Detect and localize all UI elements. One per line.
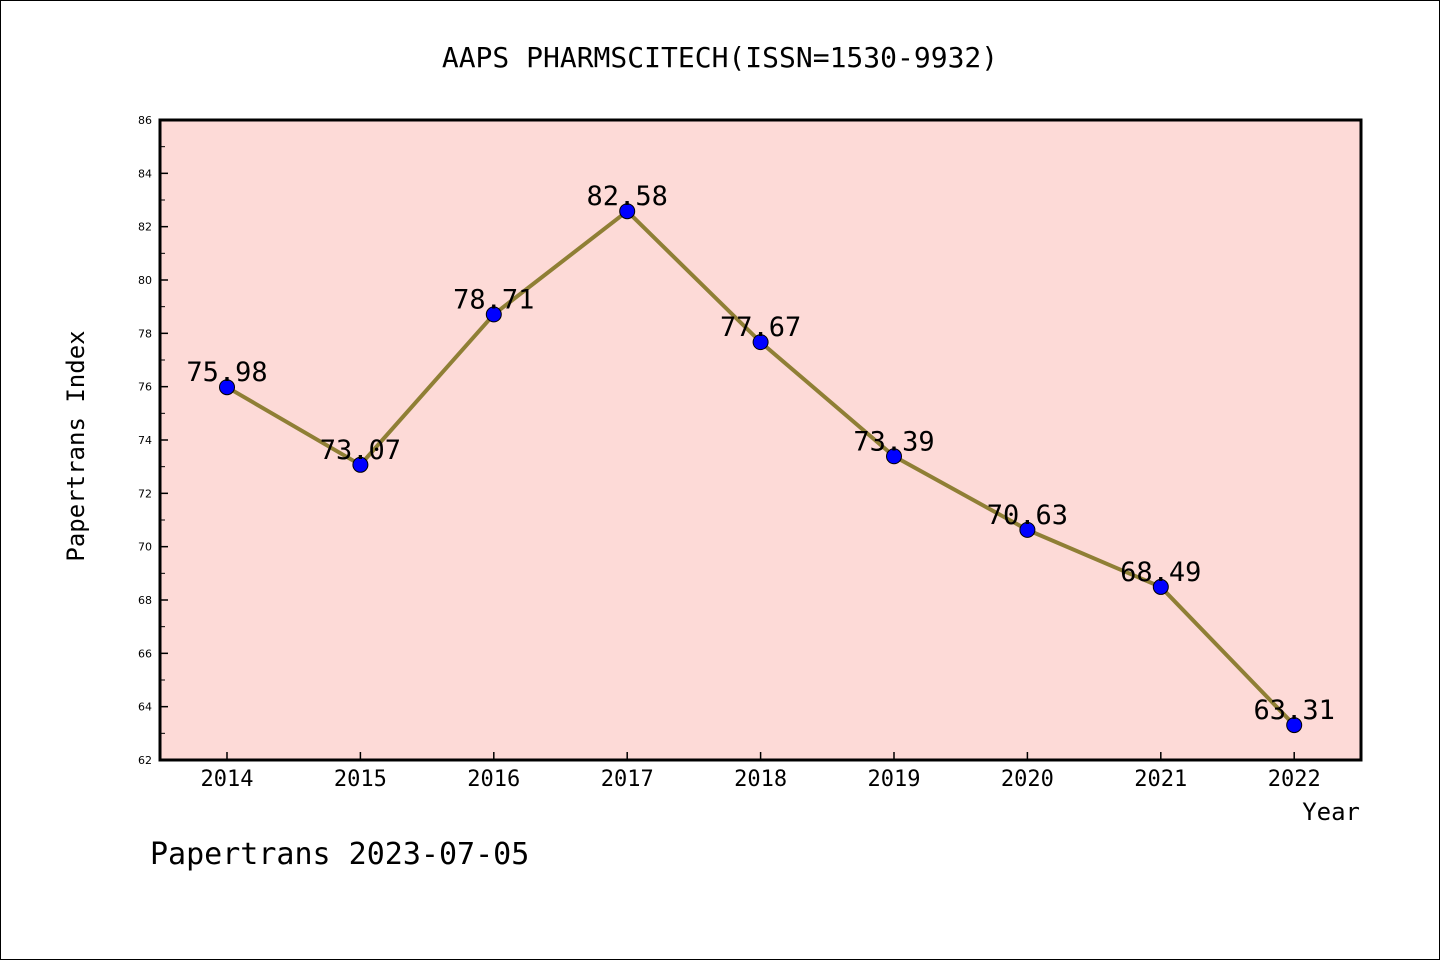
data-point xyxy=(752,334,769,351)
y-tick-label: 62 xyxy=(138,754,152,767)
y-tick-label: 66 xyxy=(138,647,152,660)
y-tick-label: 80 xyxy=(138,274,152,287)
y-tick-label: 72 xyxy=(138,487,152,500)
data-point xyxy=(352,456,369,473)
data-label: 78.71 xyxy=(453,284,534,315)
y-tick-label: 76 xyxy=(138,381,152,394)
x-tick-label: 2019 xyxy=(868,767,921,792)
data-label: 75.98 xyxy=(186,357,267,388)
data-label: 73.39 xyxy=(853,426,934,457)
data-label: 73.07 xyxy=(320,435,401,466)
y-tick-label: 82 xyxy=(138,221,152,234)
data-label: 70.63 xyxy=(987,500,1068,531)
y-tick-label: 74 xyxy=(138,434,152,447)
x-tick-label: 2018 xyxy=(734,767,787,792)
x-axis-label: Year xyxy=(1302,798,1360,826)
data-point xyxy=(886,448,902,465)
data-label: 82.58 xyxy=(587,181,668,212)
plot-area xyxy=(158,118,1363,762)
data-label: 68.49 xyxy=(1120,557,1201,588)
y-axis: 62 64 66 68 70 72 74 76 78 80 82 84 86 xyxy=(138,114,168,767)
data-labels: 75.98 73.07 78.71 82.58 77.67 73.39 70.63 68.49… xyxy=(186,181,1334,726)
y-tick-label: 84 xyxy=(138,167,152,180)
x-tick-label: 2014 xyxy=(201,767,254,792)
y-tick-label: 86 xyxy=(138,114,152,127)
data-point xyxy=(1286,717,1303,734)
data-label: 63.31 xyxy=(1254,695,1335,726)
data-point xyxy=(1152,578,1169,595)
chart-title: AAPS PHARMSCITECH(ISSN=1530-9932) xyxy=(442,41,998,74)
data-point xyxy=(485,306,502,323)
x-tick-label: 2022 xyxy=(1268,767,1321,792)
y-tick-label: 78 xyxy=(138,327,152,340)
data-markers xyxy=(219,203,1303,734)
data-label: 77.67 xyxy=(720,312,801,343)
x-axis: 2014 2015 2016 2017 2018 2019 2020 2021 2022 xyxy=(201,752,1321,792)
x-tick-label: 2017 xyxy=(601,767,654,792)
y-tick-label: 70 xyxy=(138,541,152,554)
y-axis-label: Papertrans Index xyxy=(62,330,90,561)
data-point xyxy=(1019,521,1036,538)
data-point xyxy=(619,203,636,220)
x-tick-label: 2015 xyxy=(334,767,387,792)
footer-watermark: Papertrans 2023-07-05 xyxy=(150,837,529,872)
y-tick-label: 68 xyxy=(138,594,152,607)
data-point xyxy=(219,379,235,396)
x-tick-label: 2021 xyxy=(1134,767,1187,792)
x-tick-label: 2020 xyxy=(1001,767,1054,792)
x-tick-label: 2016 xyxy=(467,767,520,792)
y-tick-label: 64 xyxy=(138,701,152,714)
